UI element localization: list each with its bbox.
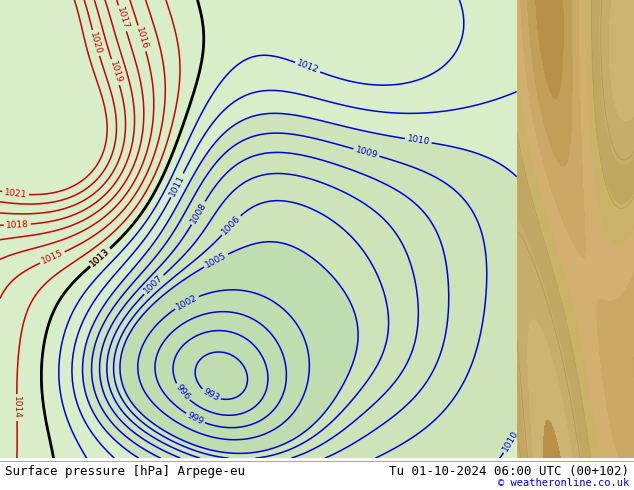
Text: 1010: 1010 [406,134,430,147]
Text: 1011: 1011 [168,173,186,197]
Text: 1013: 1013 [89,246,112,269]
Text: 1002: 1002 [174,293,199,312]
Text: 1009: 1009 [354,145,378,160]
Text: 1015: 1015 [40,248,65,266]
Text: 1017: 1017 [115,6,130,31]
Text: 1018: 1018 [6,220,29,230]
Text: 1007: 1007 [143,273,165,296]
Text: 1021: 1021 [4,188,27,199]
Text: 993: 993 [201,387,221,403]
Text: Surface pressure [hPa] Arpege-eu: Surface pressure [hPa] Arpege-eu [5,465,245,478]
Text: 1014: 1014 [12,396,22,419]
Text: 1008: 1008 [188,201,208,225]
Text: Tu 01-10-2024 06:00 UTC (00+102): Tu 01-10-2024 06:00 UTC (00+102) [389,465,629,478]
Text: 1006: 1006 [220,214,242,237]
Text: 1010: 1010 [501,429,521,454]
Text: © weatheronline.co.uk: © weatheronline.co.uk [498,478,629,489]
Text: 999: 999 [186,411,205,426]
Text: 1012: 1012 [295,59,320,75]
Text: 1013: 1013 [89,246,112,269]
Text: 996: 996 [173,383,191,402]
Text: 1005: 1005 [204,251,228,270]
Text: 1016: 1016 [134,26,150,50]
Text: 1020: 1020 [88,31,103,55]
Text: 1019: 1019 [108,60,123,84]
